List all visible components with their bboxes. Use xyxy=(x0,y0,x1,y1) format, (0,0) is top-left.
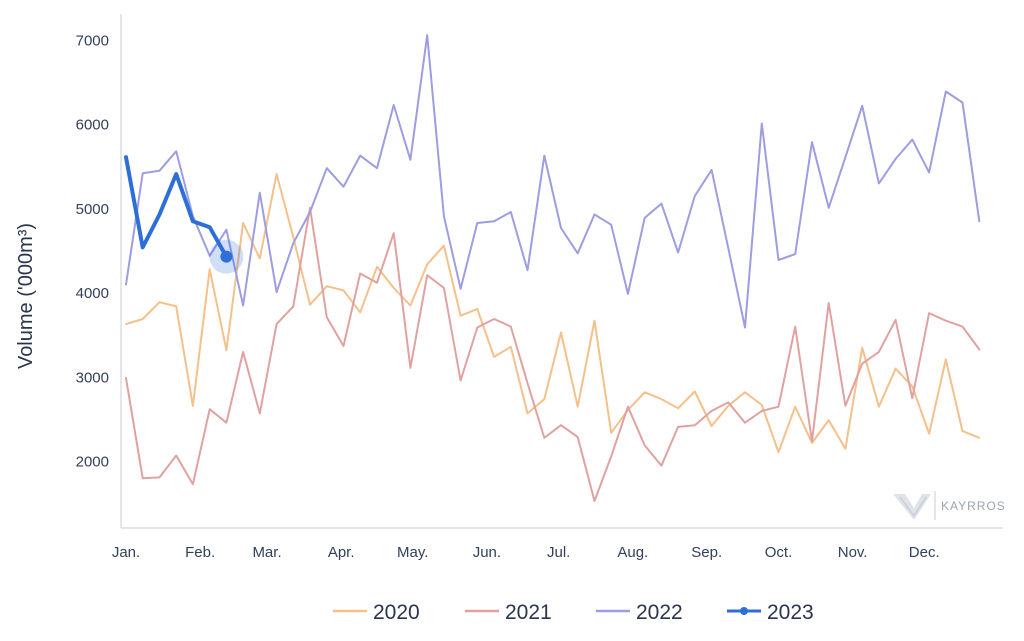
legend-item-2021[interactable]: 2021 xyxy=(465,601,552,624)
legend-item-2020[interactable]: 2020 xyxy=(333,601,420,624)
x-tick-label: Aug. xyxy=(617,544,648,561)
x-tick-label: Jun. xyxy=(473,544,501,561)
x-tick-label: Jan. xyxy=(112,544,140,561)
legend-label: 2023 xyxy=(767,601,814,624)
y-tick-label: 4000 xyxy=(76,285,109,302)
x-tick-label: Nov. xyxy=(838,544,868,561)
series-line-2020 xyxy=(125,173,981,454)
series-layer xyxy=(124,34,981,502)
series-line-2021 xyxy=(125,206,981,502)
x-tick-label: Feb. xyxy=(185,544,215,561)
legend: 2020 2021 2022 2023 xyxy=(333,601,814,624)
legend-label: 2021 xyxy=(505,601,552,624)
series-line-2022 xyxy=(125,34,981,329)
x-tick-label: Oct. xyxy=(765,544,793,561)
legend-label: 2020 xyxy=(373,601,420,624)
y-axis-title: Volume ('000m³) xyxy=(15,223,37,369)
series-line-2023 xyxy=(124,155,229,259)
legend-item-2022[interactable]: 2022 xyxy=(596,601,683,624)
x-tick-label: Apr. xyxy=(328,544,355,561)
y-tick-label: 7000 xyxy=(76,32,109,49)
x-tick-label: Dec. xyxy=(909,544,940,561)
kayrros-watermark: KAYRROS xyxy=(893,491,1006,520)
legend-marker xyxy=(740,607,748,615)
x-tick-label: May. xyxy=(397,544,428,561)
y-tick-label: 3000 xyxy=(76,369,109,386)
x-tick-label: Sep. xyxy=(691,544,722,561)
axes: 2000 3000 4000 5000 6000 7000 Jan. Feb. Mar. Apr.… xyxy=(76,14,1003,561)
y-tick-label: 5000 xyxy=(76,201,109,218)
x-tick-label: Mar. xyxy=(252,544,281,561)
kayrros-logo-icon xyxy=(893,494,931,520)
y-tick-label: 2000 xyxy=(76,454,109,471)
y-tick-label: 6000 xyxy=(76,117,109,134)
watermark-text: KAYRROS xyxy=(941,499,1006,513)
x-tick-label: Jul. xyxy=(547,544,570,561)
legend-item-2023[interactable]: 2023 xyxy=(727,601,814,624)
legend-label: 2022 xyxy=(636,601,683,624)
last-point-marker xyxy=(220,250,233,263)
